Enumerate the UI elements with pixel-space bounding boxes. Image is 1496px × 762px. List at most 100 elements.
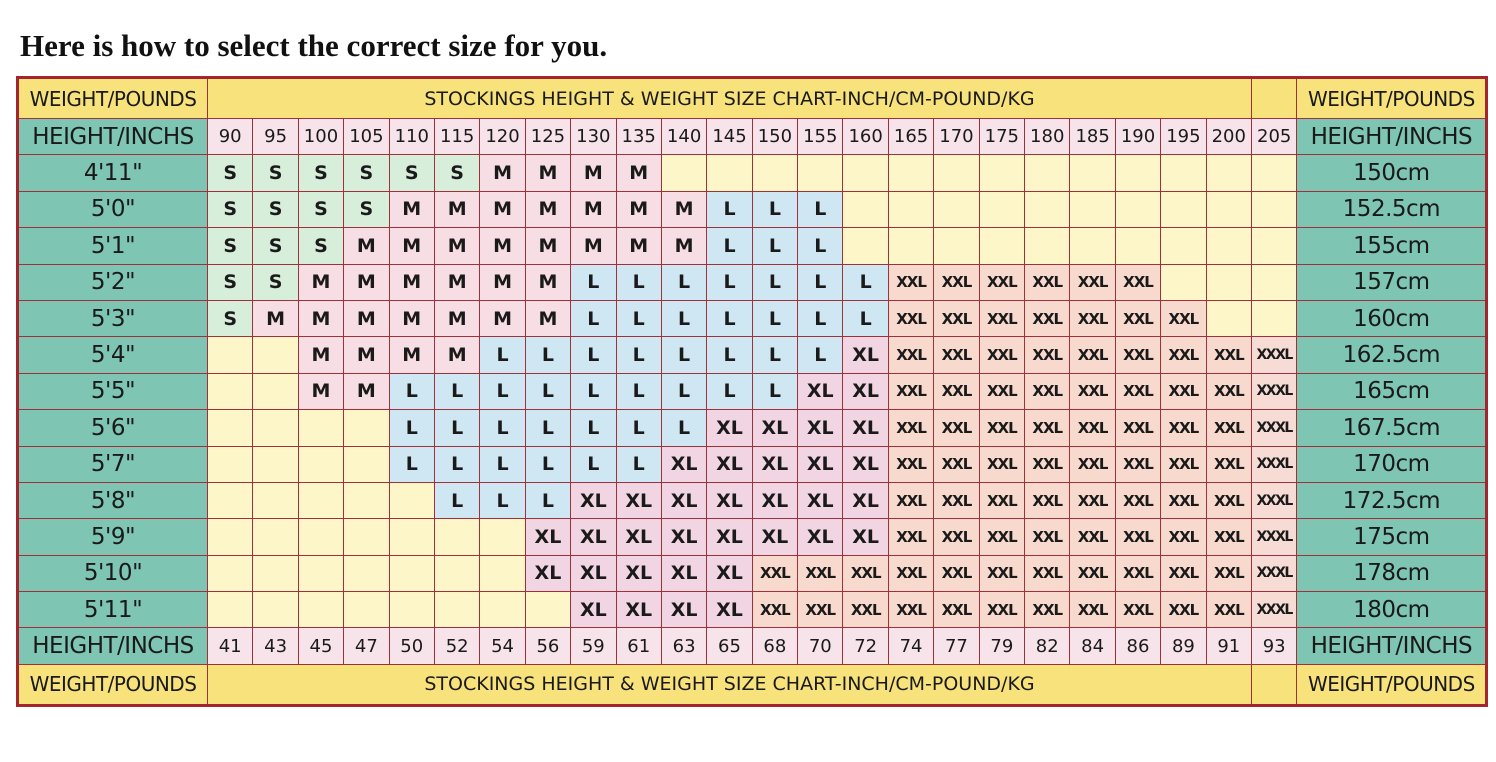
size-row: 5'7" L L L L L L XL XL XL XL XL XXL XXL XXL XXL XXL XXL XX… — [17, 445, 1488, 483]
size-cell: L — [751, 190, 799, 229]
size-cell: M — [343, 372, 390, 411]
size-cell: XXL — [1160, 299, 1207, 338]
size-cell: L — [660, 372, 708, 411]
size-cell: XL — [570, 591, 617, 629]
size-cell: XXL — [1069, 336, 1116, 374]
size-cell: XXXL — [1250, 336, 1298, 374]
size-cell: XXL — [1205, 554, 1252, 593]
size-cell: XL — [751, 518, 799, 556]
kilograms-value: 84 — [1069, 627, 1116, 665]
size-row: 5'5" M M L L L L L L L L L XL XL XXL XXL XXL XXL XXL XXL XXL… — [17, 372, 1488, 411]
empty-cell — [1024, 227, 1071, 265]
size-cell: L — [706, 263, 753, 301]
empty-cell — [1250, 190, 1298, 229]
kilograms-value: 74 — [887, 627, 935, 665]
size-cell: XXL — [1114, 554, 1162, 593]
size-cell: M — [660, 190, 708, 229]
size-cell: XL — [706, 518, 753, 556]
size-cell: XXL — [1069, 299, 1116, 338]
size-cell: XXL — [1024, 591, 1071, 629]
size-cell: M — [388, 190, 435, 229]
empty-cell — [206, 445, 254, 483]
size-cell: L — [797, 336, 844, 374]
kilograms-value: 89 — [1160, 627, 1207, 665]
size-cell: XXL — [887, 591, 935, 629]
size-cell: M — [388, 227, 435, 265]
size-row: 4'11" S S S S S S M M M M 150cm — [17, 154, 1488, 192]
size-cell: XXL — [1024, 409, 1071, 447]
empty-cell — [1160, 154, 1207, 192]
size-cell: XXL — [933, 518, 980, 556]
size-cell: XXL — [1205, 409, 1252, 447]
empty-cell — [524, 591, 572, 629]
height-cm: 172.5cm — [1296, 481, 1488, 520]
height-inches: 5'4" — [17, 336, 208, 374]
size-cell: L — [479, 409, 526, 447]
height-cm: 155cm — [1296, 227, 1488, 265]
pounds-value: 185 — [1069, 117, 1116, 156]
pounds-value: 140 — [660, 117, 708, 156]
size-cell: S — [297, 227, 345, 265]
empty-cell — [1205, 263, 1252, 301]
empty-cell — [297, 481, 345, 520]
size-cell: XL — [570, 554, 617, 593]
size-cell: L — [388, 409, 435, 447]
size-cell: M — [297, 336, 345, 374]
size-cell: L — [570, 409, 617, 447]
height-inches: 5'8" — [17, 481, 208, 520]
kilograms-value: 47 — [343, 627, 390, 665]
size-cell: XXL — [842, 554, 889, 593]
size-cell: M — [570, 227, 617, 265]
empty-cell — [887, 227, 935, 265]
height-cm: 165cm — [1296, 372, 1488, 411]
size-cell: L — [615, 336, 662, 374]
size-cell: S — [252, 154, 299, 192]
size-cell: L — [706, 372, 753, 411]
empty-cell — [297, 409, 345, 447]
pounds-value: 115 — [433, 117, 481, 156]
empty-cell — [1250, 299, 1298, 338]
header-left-label: WEIGHT/POUNDS — [17, 77, 208, 119]
size-cell: L — [615, 445, 662, 483]
size-cell: XXL — [1160, 481, 1207, 520]
size-cell: M — [479, 154, 526, 192]
empty-cell — [206, 409, 254, 447]
size-cell: XXL — [887, 409, 935, 447]
size-cell: XL — [797, 445, 844, 483]
size-cell: L — [751, 263, 799, 301]
size-cell: XXL — [978, 336, 1026, 374]
size-cell: XXL — [1160, 336, 1207, 374]
size-row: 5'9" XL XL XL XL XL XL XL XL XXL XXL XXL XXL XXL XXL XX… — [17, 518, 1488, 556]
size-cell: M — [524, 190, 572, 229]
size-cell: XXL — [978, 591, 1026, 629]
height-label-right: HEIGHT/INCHS — [1296, 627, 1488, 665]
empty-cell — [252, 591, 299, 629]
empty-cell — [933, 190, 980, 229]
size-cell: XXL — [978, 263, 1026, 301]
size-cell: S — [388, 154, 435, 192]
empty-cell — [1160, 263, 1207, 301]
kilograms-value: 70 — [797, 627, 844, 665]
empty-cell — [433, 518, 481, 556]
size-cell: M — [615, 190, 662, 229]
pounds-value: 125 — [524, 117, 572, 156]
size-cell: XXL — [1024, 336, 1071, 374]
size-cell: L — [751, 299, 799, 338]
size-cell: XL — [615, 591, 662, 629]
footer-blank-cell — [1250, 663, 1298, 706]
size-cell: L — [615, 263, 662, 301]
pounds-value: 155 — [797, 117, 844, 156]
height-cm: 167.5cm — [1296, 409, 1488, 447]
size-cell: XL — [706, 481, 753, 520]
size-cell: XXL — [1069, 518, 1116, 556]
size-cell: XXL — [1069, 445, 1116, 483]
size-cell: M — [433, 227, 481, 265]
size-cell: XXL — [1114, 409, 1162, 447]
size-cell: S — [206, 154, 254, 192]
size-cell: XXL — [933, 409, 980, 447]
empty-cell — [206, 518, 254, 556]
height-inches: 5'3" — [17, 299, 208, 338]
size-cell: M — [479, 263, 526, 301]
size-cell: XXL — [1160, 591, 1207, 629]
pounds-value: 205 — [1250, 117, 1298, 156]
